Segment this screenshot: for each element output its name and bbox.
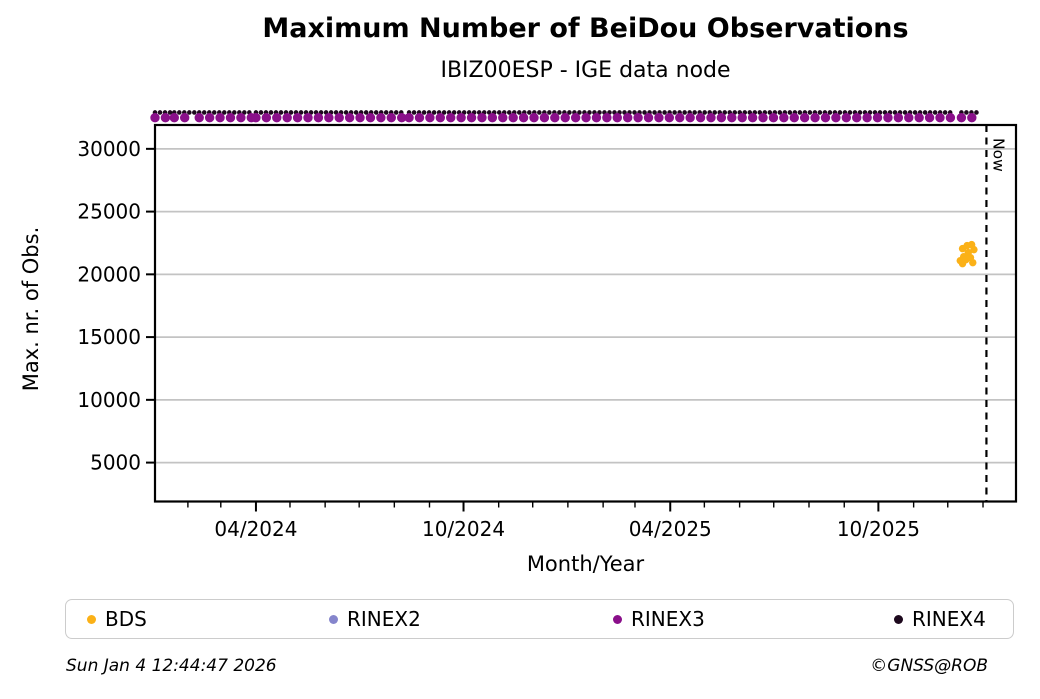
y-tick-label: 5000 — [90, 451, 141, 475]
y-tick-label: 25000 — [77, 200, 141, 224]
x-tick-label: 04/2025 — [629, 517, 712, 541]
x-tick-label: 04/2024 — [214, 517, 297, 541]
legend: BDS RINEX2 RINEX3 RINEX4 — [65, 599, 1014, 639]
legend-label-bds: BDS — [105, 607, 147, 631]
chart-title: Maximum Number of BeiDou Observations — [262, 13, 909, 44]
bds-point — [969, 258, 977, 267]
chart-subtitle: IBIZ00ESP - IGE data node — [440, 58, 731, 83]
legend-label-rinex3: RINEX3 — [631, 607, 705, 631]
x-tick-label: 10/2024 — [422, 517, 505, 541]
y-tick-label: 10000 — [77, 388, 141, 412]
now-label: Now — [989, 138, 1007, 172]
y-axis-label: Max. nr. of Obs. — [19, 226, 43, 392]
legend-label-rinex2: RINEX2 — [347, 607, 421, 631]
rinex3-marker-icon — [613, 614, 622, 624]
copyright-text: ©GNSS@ROB — [870, 656, 988, 676]
rinex2-marker-icon — [329, 614, 338, 624]
rinex4-marker-icon — [894, 614, 903, 624]
legend-label-rinex4: RINEX4 — [912, 607, 986, 631]
x-tick-label: 10/2025 — [837, 517, 920, 541]
y-tick-label: 30000 — [77, 137, 141, 161]
bds-marker-icon — [87, 614, 96, 624]
legend-item-bds: BDS — [87, 607, 147, 631]
x-axis-label: Month/Year — [526, 552, 645, 576]
y-tick-label: 15000 — [77, 325, 141, 349]
legend-item-rinex2: RINEX2 — [329, 607, 421, 631]
plot-frame — [153, 123, 1018, 503]
legend-item-rinex4: RINEX4 — [894, 607, 986, 631]
bds-point — [970, 245, 978, 254]
legend-item-rinex3: RINEX3 — [613, 607, 705, 631]
y-tick-label: 20000 — [77, 262, 141, 286]
plot-timestamp: Sun Jan 4 12:44:47 2026 — [66, 656, 277, 676]
